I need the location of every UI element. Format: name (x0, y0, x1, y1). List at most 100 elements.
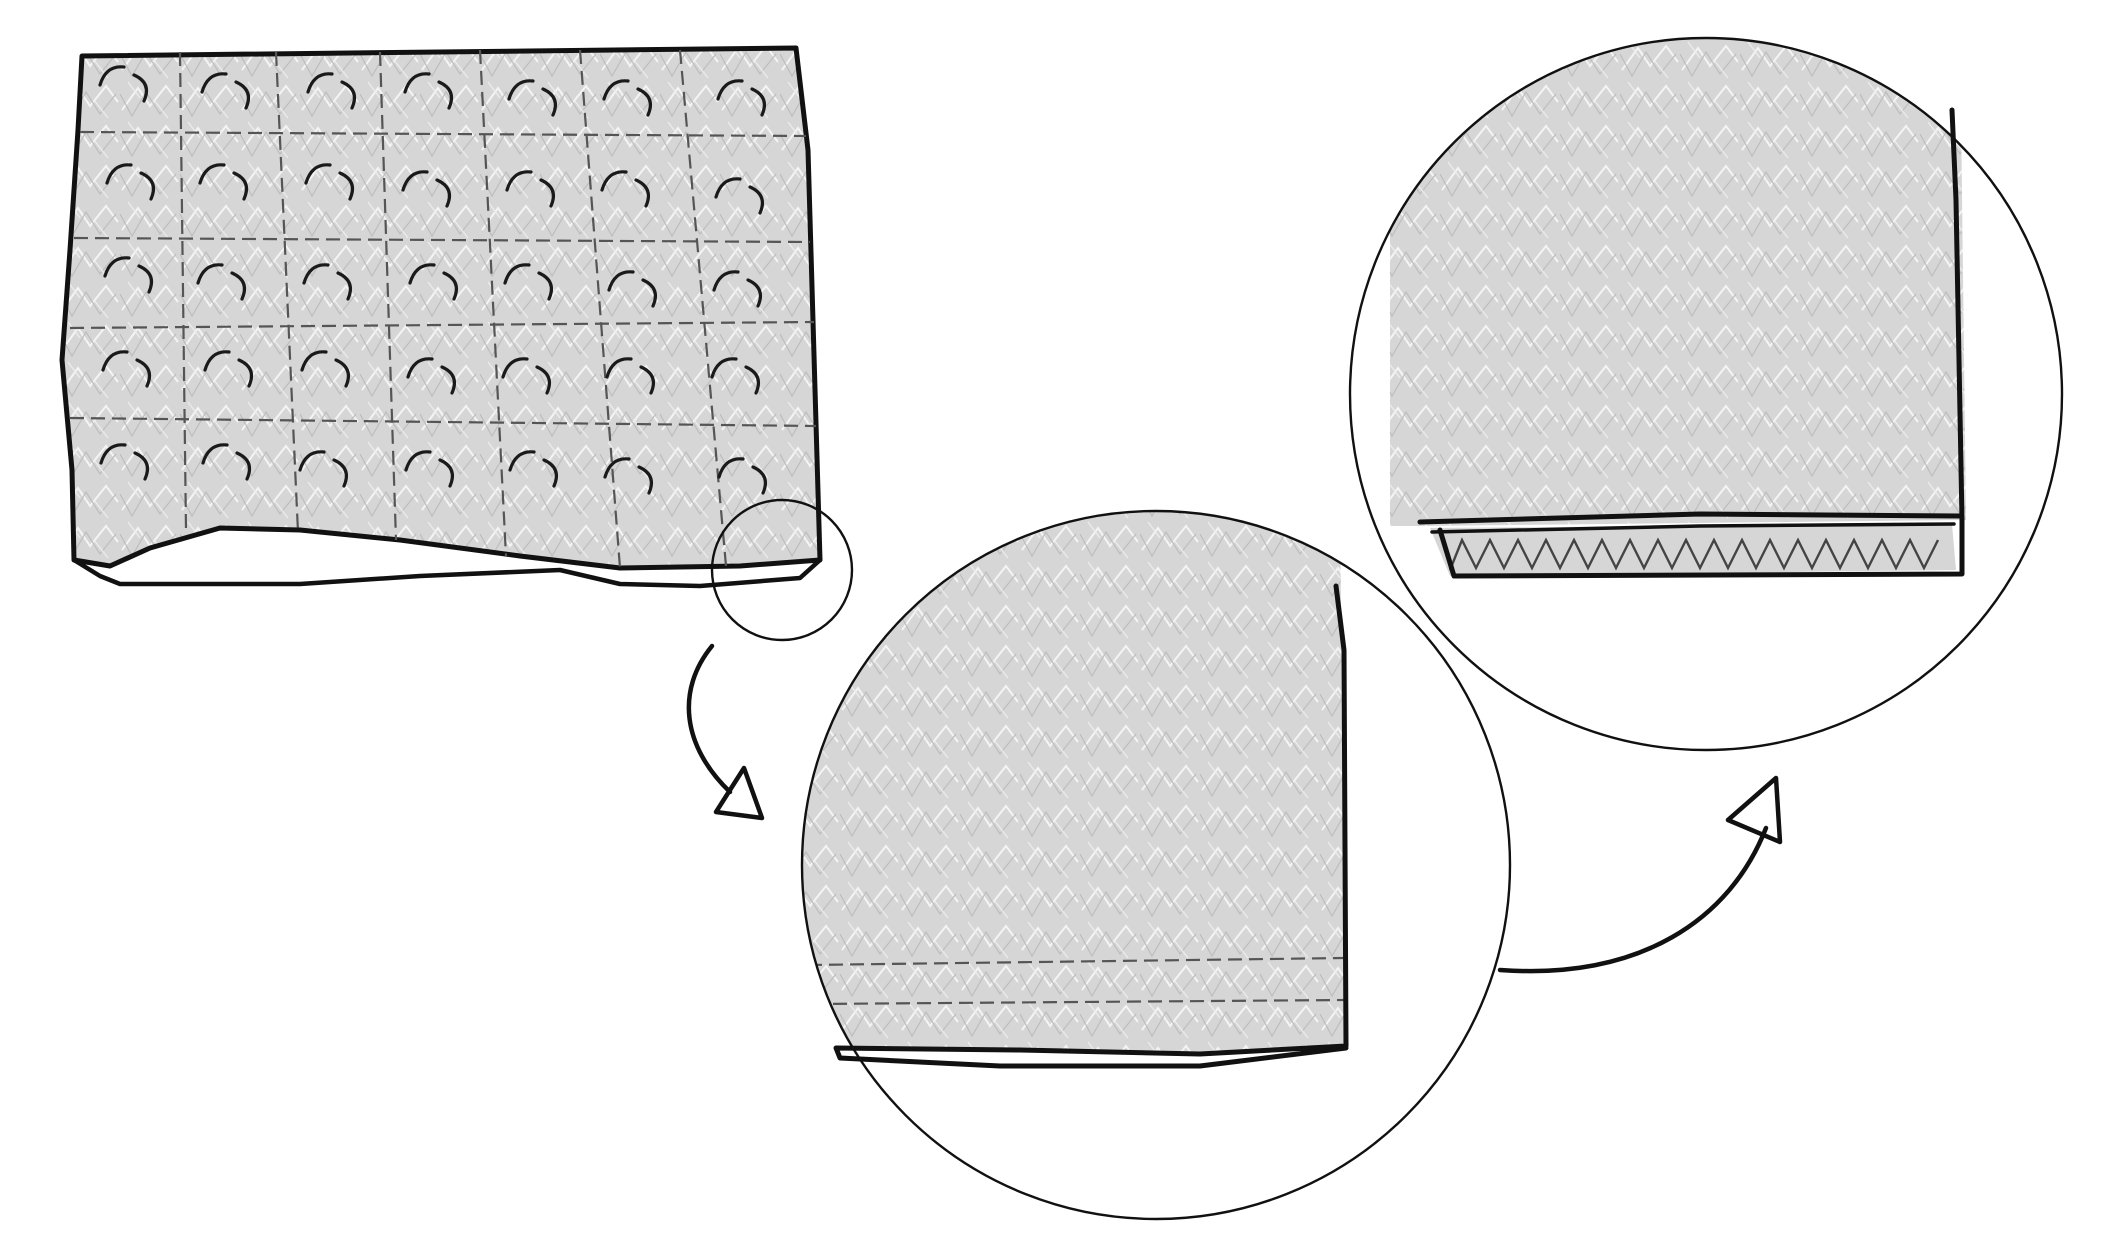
quilting-mark (535, 365, 551, 395)
quilting-mark (302, 263, 330, 285)
quilting-mark (537, 271, 553, 301)
stitch-line-v1 (178, 51, 188, 531)
quilting-mark (542, 458, 558, 488)
quilting-mark (234, 80, 250, 110)
quilting-mark (501, 357, 529, 379)
quilting-mark (99, 443, 127, 465)
quilting-mark (300, 350, 328, 372)
zoom2-fabric-edge (1417, 107, 1965, 579)
quilting-mark (404, 450, 432, 472)
quilting-mark (507, 79, 535, 101)
quilting-mark (137, 264, 153, 294)
quilting-marks (98, 65, 767, 495)
quilting-mark (751, 465, 767, 495)
quilting-mark (135, 358, 151, 388)
quilting-mark (639, 365, 655, 395)
quilting-mark (438, 458, 454, 488)
fabric-outline (59, 45, 823, 571)
quilting-mark (230, 271, 246, 301)
zoom1-stitch-line-1 (807, 956, 1346, 967)
quilting-mark (605, 357, 633, 379)
quilting-mark (714, 177, 742, 199)
grid-stitching (69, 49, 817, 569)
quilting-mark (139, 171, 155, 201)
zoom1-stitch-line-2 (811, 998, 1346, 1006)
quilting-mark (710, 357, 738, 379)
quilting-mark (637, 465, 653, 495)
quilting-mark (505, 170, 533, 192)
quilting-mark (408, 263, 436, 285)
curved-arrow-icon (686, 643, 765, 821)
quilting-mark (503, 263, 531, 285)
quilting-mark (340, 80, 356, 110)
quilting-mark (750, 87, 766, 117)
stitch-line-h2 (73, 236, 811, 244)
zoom-indicator-circle (710, 498, 854, 642)
quilting-mark (603, 457, 631, 479)
quilting-mark (716, 79, 744, 101)
quilting-mark (203, 350, 231, 372)
quilting-mark (744, 365, 760, 395)
quilting-mark (401, 170, 429, 192)
zoom1-fabric (802, 511, 1345, 1054)
stitch-line-h1 (79, 130, 807, 138)
quilting-mark (200, 72, 228, 94)
stitch-line-h3 (69, 320, 815, 330)
quilting-mark (437, 80, 453, 110)
zoom2-circle (1348, 36, 2064, 752)
quilting-mark (198, 163, 226, 185)
stitch-line-v6 (678, 49, 728, 567)
quilting-mark (541, 87, 557, 117)
quilting-mark (103, 256, 131, 278)
quilting-mark (304, 163, 332, 185)
quilting-mark (712, 270, 740, 292)
quilting-mark (539, 178, 555, 208)
quilting-mark (105, 163, 133, 185)
quilting-mark (403, 72, 431, 94)
quilting-mark (237, 358, 253, 388)
quilting-mark (298, 450, 326, 472)
quilting-mark (232, 171, 248, 201)
curved-arrow-icon (1497, 775, 1783, 974)
zoom-detail-2 (1348, 36, 2064, 752)
zoom-detail-1 (800, 509, 1512, 1221)
fabric-bottom-layer (71, 557, 823, 589)
stitch-line-v5 (578, 49, 622, 569)
quilting-mark (98, 65, 126, 87)
quilting-mark (602, 79, 630, 101)
quilting-mark (338, 171, 354, 201)
quilting-mark (634, 178, 650, 208)
quilting-mark (334, 358, 350, 388)
stitch-line-v2 (274, 51, 300, 533)
zoom1-circle (800, 509, 1512, 1221)
stitch-line-v3 (378, 51, 398, 541)
quilting-mark (607, 270, 635, 292)
quilting-mark (332, 458, 348, 488)
quilting-mark (442, 271, 458, 301)
quilting-mark (336, 271, 352, 301)
quilting-mark (196, 263, 224, 285)
quilting-mark (435, 178, 451, 208)
quilting-mark (636, 87, 652, 117)
quilting-mark (641, 278, 657, 308)
quilting-mark (132, 73, 148, 103)
zoom2-fabric (1390, 38, 1966, 526)
quilting-mark (746, 278, 762, 308)
quilting-mark (406, 357, 434, 379)
zoom1-fabric-edge (833, 583, 1349, 1069)
quilting-mark (440, 365, 456, 395)
quilting-mark (508, 450, 536, 472)
quilting-mark (101, 350, 129, 372)
quilting-mark (717, 457, 745, 479)
quilting-mark (235, 451, 251, 481)
quilting-mark (748, 185, 764, 215)
zoom2-zigzag-stitch (1448, 537, 1940, 571)
fabric-body (62, 48, 820, 568)
quilting-mark (133, 451, 149, 481)
stitch-line-h4 (69, 416, 817, 428)
stitch-line-v4 (478, 49, 508, 557)
quilting-mark (600, 170, 628, 192)
zoom2-hem-line (1430, 522, 1956, 534)
